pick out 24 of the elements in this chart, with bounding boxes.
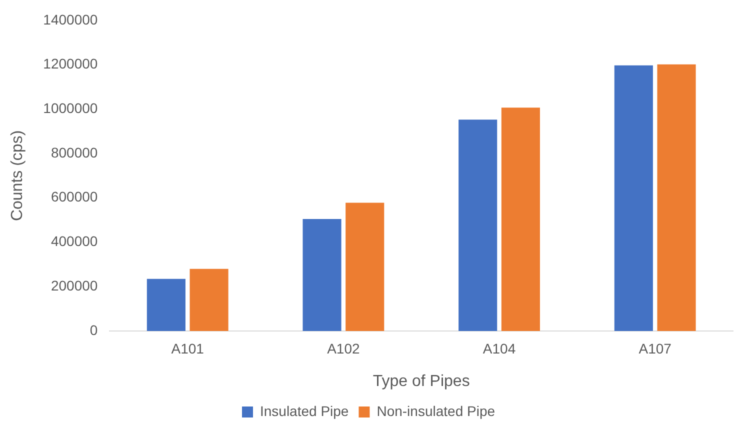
legend-label: Insulated Pipe	[260, 402, 349, 419]
legend-label: Non-insulated Pipe	[376, 402, 496, 419]
y-tick-label: 800000	[50, 144, 98, 160]
x-tick-label: A107	[638, 340, 672, 356]
x-tick-label: A101	[171, 340, 204, 356]
bar	[657, 64, 696, 331]
bar	[190, 268, 228, 331]
bar	[302, 218, 342, 331]
bar	[458, 120, 498, 331]
x-tick-label: A102	[327, 340, 360, 356]
y-tick-label: 600000	[50, 188, 98, 205]
bar	[146, 278, 186, 331]
x-tick-label: A104	[482, 340, 516, 356]
y-tick-label: 400000	[50, 233, 98, 250]
x-axis-title: Type of Pipes	[372, 372, 470, 390]
bar	[501, 108, 540, 331]
bar	[346, 202, 384, 331]
y-axis-title: Counts (cps)	[9, 130, 26, 222]
y-tick-label: 1000000	[43, 100, 98, 116]
y-tick-label: 200000	[50, 277, 98, 294]
y-tick-label: 1200000	[43, 56, 98, 72]
bar	[614, 65, 653, 331]
y-tick-label: 1400000	[43, 11, 98, 28]
y-tick-label: 0	[90, 322, 98, 338]
